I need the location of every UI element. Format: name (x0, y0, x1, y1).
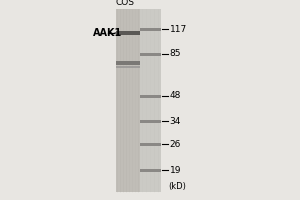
Text: 85: 85 (169, 49, 181, 58)
Text: AAK1: AAK1 (93, 28, 122, 38)
Text: 48: 48 (169, 92, 181, 100)
Bar (140, 169, 160, 172)
Text: 19: 19 (169, 166, 181, 175)
Text: 34: 34 (169, 116, 181, 126)
Bar (140, 143, 160, 146)
Text: 117: 117 (169, 24, 187, 33)
Bar (140, 9, 160, 192)
Bar (140, 28, 160, 31)
Text: (kD): (kD) (168, 182, 186, 191)
Bar (116, 66, 140, 68)
Bar (140, 53, 160, 56)
Bar (116, 9, 140, 192)
Bar (140, 95, 160, 98)
Bar (140, 120, 160, 123)
Text: 26: 26 (169, 140, 181, 149)
Bar (116, 61, 140, 65)
Text: COS: COS (115, 0, 134, 7)
Bar (116, 31, 140, 35)
